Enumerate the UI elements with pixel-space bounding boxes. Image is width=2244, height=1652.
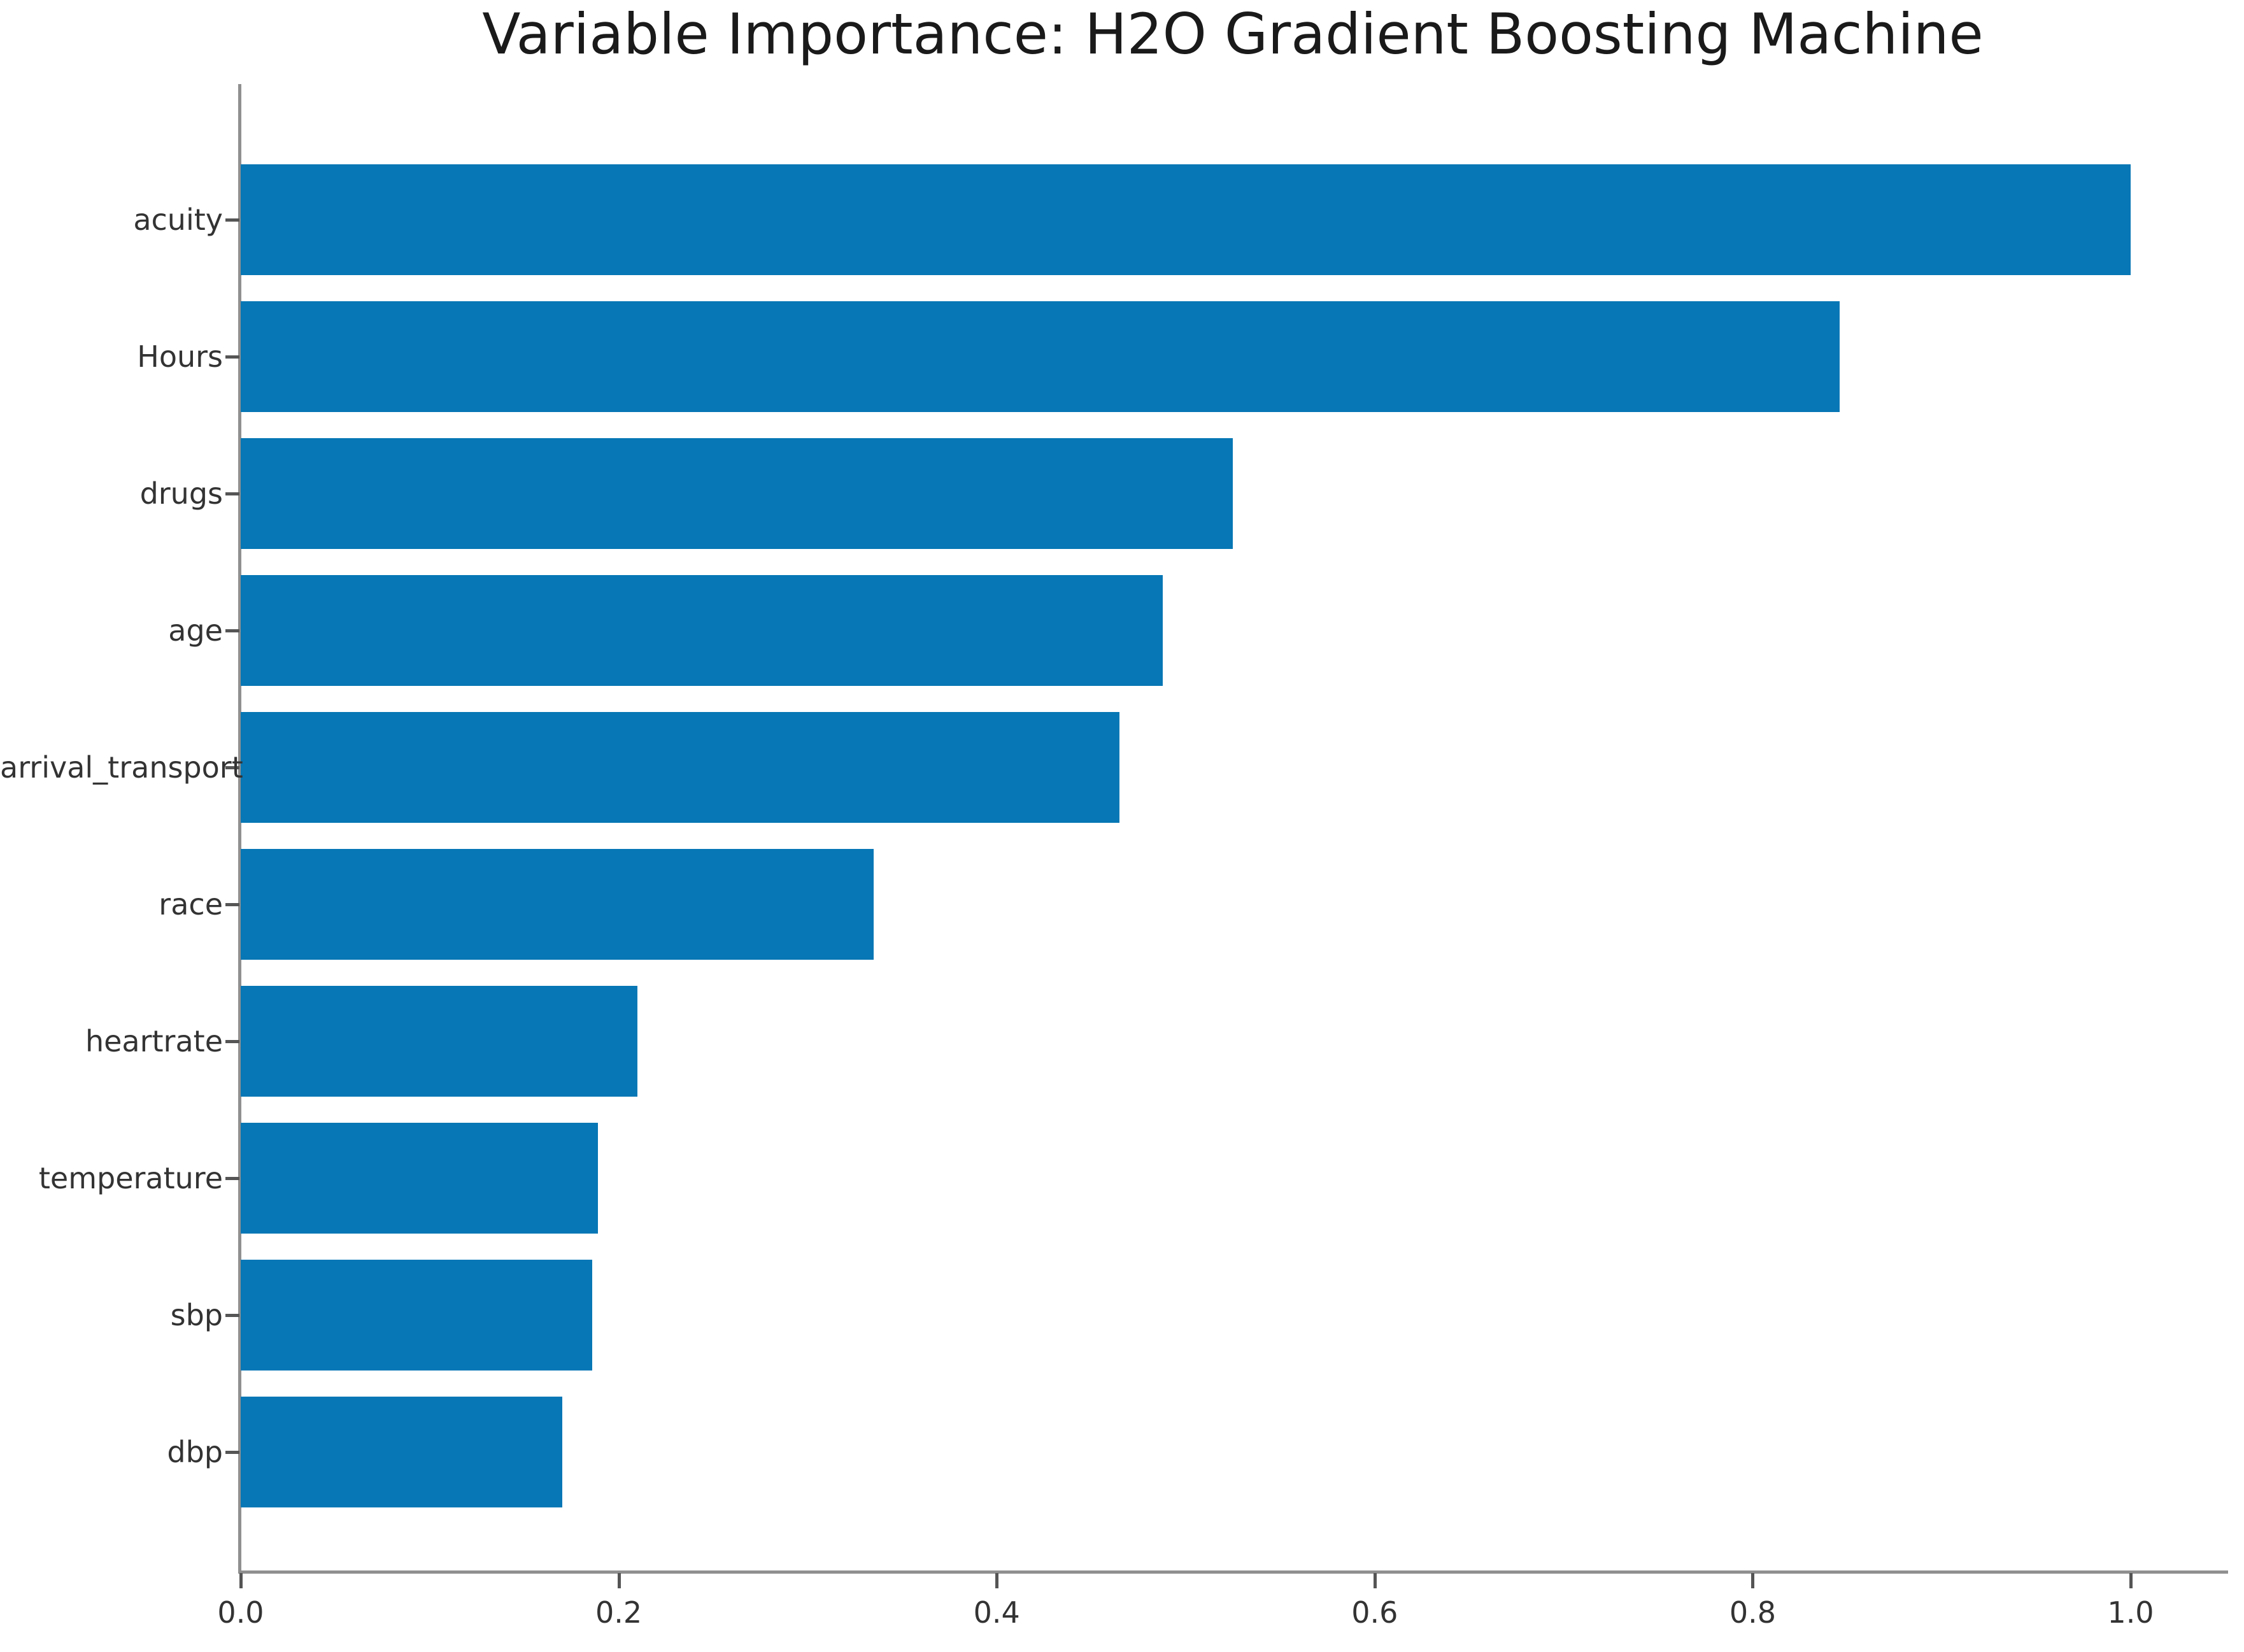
y-tick-label-arrival_transport: arrival_transport	[0, 750, 243, 785]
bar-acuity	[241, 164, 2131, 275]
bar-race	[241, 849, 874, 960]
y-tick-sbp	[225, 1314, 239, 1317]
bar-heartrate	[241, 986, 637, 1097]
plot-area	[241, 84, 2227, 1572]
x-tick-0.0	[239, 1573, 243, 1588]
y-axis-line	[238, 84, 241, 1574]
x-tick-1.0	[2129, 1573, 2133, 1588]
y-tick-label-acuity: acuity	[133, 203, 223, 237]
chart-title: Variable Importance: H2O Gradient Boosti…	[482, 1, 1984, 67]
x-tick-0.4	[995, 1573, 999, 1588]
y-tick-dbp	[225, 1451, 239, 1454]
bar-arrival_transport	[241, 712, 1119, 823]
x-tick-label-0.4: 0.4	[973, 1595, 1020, 1630]
bar-sbp	[241, 1260, 592, 1371]
y-tick-label-drugs: drugs	[139, 476, 223, 511]
x-tick-0.6	[1373, 1573, 1377, 1588]
y-tick-Hours	[225, 355, 239, 359]
y-tick-age	[225, 629, 239, 632]
y-tick-label-age: age	[168, 613, 223, 648]
y-tick-drugs	[225, 492, 239, 495]
x-axis-line	[238, 1570, 2228, 1574]
y-tick-label-dbp: dbp	[167, 1435, 223, 1469]
y-tick-label-sbp: sbp	[170, 1298, 223, 1332]
bar-drugs	[241, 438, 1233, 549]
bar-dbp	[241, 1397, 562, 1507]
bar-Hours	[241, 301, 1840, 412]
bar-age	[241, 575, 1163, 686]
y-tick-temperature	[225, 1177, 239, 1180]
y-tick-acuity	[225, 218, 239, 222]
x-tick-0.2	[617, 1573, 621, 1588]
bar-temperature	[241, 1123, 598, 1234]
x-tick-label-0.2: 0.2	[595, 1595, 643, 1630]
x-tick-label-0.0: 0.0	[217, 1595, 264, 1630]
x-tick-label-0.8: 0.8	[1729, 1595, 1776, 1630]
x-tick-0.8	[1751, 1573, 1755, 1588]
y-tick-label-temperature: temperature	[38, 1161, 223, 1195]
x-tick-label-0.6: 0.6	[1351, 1595, 1398, 1630]
y-tick-race	[225, 903, 239, 906]
x-tick-label-1.0: 1.0	[2107, 1595, 2154, 1630]
y-tick-heartrate	[225, 1040, 239, 1043]
y-tick-arrival_transport	[225, 766, 239, 769]
y-tick-label-race: race	[159, 887, 223, 922]
y-tick-label-heartrate: heartrate	[85, 1024, 223, 1058]
y-tick-label-Hours: Hours	[137, 339, 223, 374]
